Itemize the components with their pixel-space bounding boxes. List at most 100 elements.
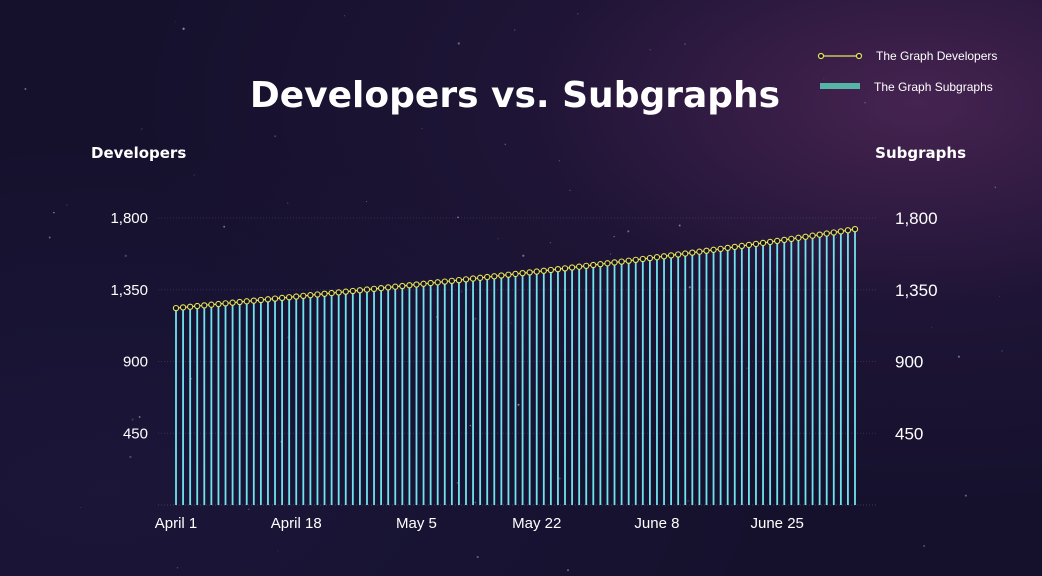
developers-point — [752, 240, 760, 248]
subgraphs-bar — [790, 236, 793, 505]
subgraphs-bar — [578, 264, 581, 505]
developers-point — [533, 268, 540, 275]
developers-point — [526, 269, 533, 276]
developers-point — [625, 257, 632, 264]
developers-point — [293, 293, 300, 300]
developers-point — [597, 261, 604, 268]
star-dot — [287, 202, 289, 204]
legend-label-subgraphs: The Graph Subgraphs — [874, 80, 993, 94]
developers-point — [703, 247, 710, 254]
subgraphs-bar — [182, 308, 184, 505]
subgraphs-bar — [429, 283, 432, 505]
developers-point — [830, 229, 837, 236]
x-tick-label: April 18 — [271, 515, 322, 532]
subgraphs-bar — [259, 300, 262, 505]
subgraphs-bar — [656, 254, 658, 505]
developers-point — [448, 277, 455, 284]
subgraphs-bar — [359, 290, 361, 505]
subgraphs-bar — [740, 243, 743, 506]
subgraphs-bar — [627, 258, 630, 505]
developers-point — [632, 256, 639, 264]
star-dot — [129, 455, 132, 459]
subgraphs-bar — [373, 289, 375, 505]
star-dot — [522, 254, 525, 257]
developers-point — [759, 239, 767, 247]
subgraphs-bar — [309, 295, 312, 505]
developers-point — [186, 303, 194, 310]
star-dot — [569, 189, 571, 191]
subgraphs-bar — [380, 288, 383, 505]
subgraphs-bar — [726, 245, 729, 505]
developers-point — [377, 284, 385, 292]
subgraphs-bar — [755, 241, 757, 506]
star-dot — [474, 317, 477, 320]
star-dot — [140, 128, 143, 130]
subgraphs-bar — [394, 287, 397, 505]
star-dot — [609, 253, 611, 255]
developers-point — [349, 287, 356, 295]
subgraphs-bar — [634, 257, 637, 505]
star-dot — [223, 225, 226, 228]
subgraphs-bar — [677, 251, 680, 505]
subgraphs-bar — [592, 262, 595, 505]
legend-line-marker-end — [855, 52, 863, 60]
star-dot — [131, 418, 134, 421]
developers-point — [314, 291, 321, 298]
developers-point — [576, 263, 583, 270]
subgraphs-bar — [641, 256, 644, 505]
subgraphs-bar — [542, 268, 545, 505]
star-dot — [864, 102, 866, 104]
y-right-tick-label: 450 — [895, 424, 923, 443]
developers-point — [547, 266, 555, 274]
developers-point — [462, 276, 470, 283]
developers-point — [427, 279, 434, 287]
subgraphs-bar — [302, 296, 305, 505]
star-dot — [461, 291, 463, 293]
subgraphs-bar — [599, 261, 602, 505]
subgraphs-bar — [252, 301, 255, 505]
subgraphs-bar — [323, 294, 326, 505]
developers-point — [851, 226, 859, 233]
star-dot — [469, 424, 472, 427]
star-dot — [457, 42, 460, 45]
developers-point — [243, 298, 250, 305]
developers-point — [646, 254, 654, 262]
star-dot — [514, 29, 516, 31]
x-tick-label: June 8 — [634, 515, 679, 532]
legend[interactable]: The Graph Developers The Graph Subgraphs — [817, 49, 998, 94]
subgraphs-bar — [854, 229, 856, 505]
developers-point — [356, 287, 364, 294]
developers-point — [420, 280, 427, 287]
developers-point — [307, 292, 314, 299]
subgraphs-bar — [316, 295, 319, 505]
developers-point — [342, 288, 349, 295]
subgraphs-bar — [245, 302, 248, 505]
star-dot — [517, 403, 520, 406]
developers-point — [795, 234, 802, 241]
star-dot — [1001, 350, 1003, 352]
subgraphs-bar — [719, 246, 722, 506]
subgraphs-bar — [648, 255, 651, 505]
subgraphs-bar — [564, 265, 566, 505]
subgraphs-bar — [557, 266, 559, 505]
x-tick-label: April 1 — [155, 515, 198, 532]
subgraphs-bar — [535, 269, 538, 505]
subgraphs-bar — [698, 249, 701, 505]
developers-point — [682, 250, 689, 257]
developers-point — [816, 231, 823, 238]
star-dot — [685, 87, 688, 90]
developers-point — [554, 265, 562, 273]
star-dot — [699, 90, 702, 92]
star-dot — [474, 501, 477, 504]
developers-point — [710, 246, 717, 253]
developers-point — [469, 275, 477, 282]
star-dot — [823, 78, 825, 80]
star-dot — [684, 43, 686, 45]
star-dot — [247, 508, 250, 511]
developers-point — [321, 290, 328, 297]
x-tick-label: May 22 — [512, 515, 561, 532]
subgraphs-bar — [238, 302, 241, 505]
star-dot — [456, 482, 459, 484]
subgraphs-bar — [351, 291, 354, 505]
